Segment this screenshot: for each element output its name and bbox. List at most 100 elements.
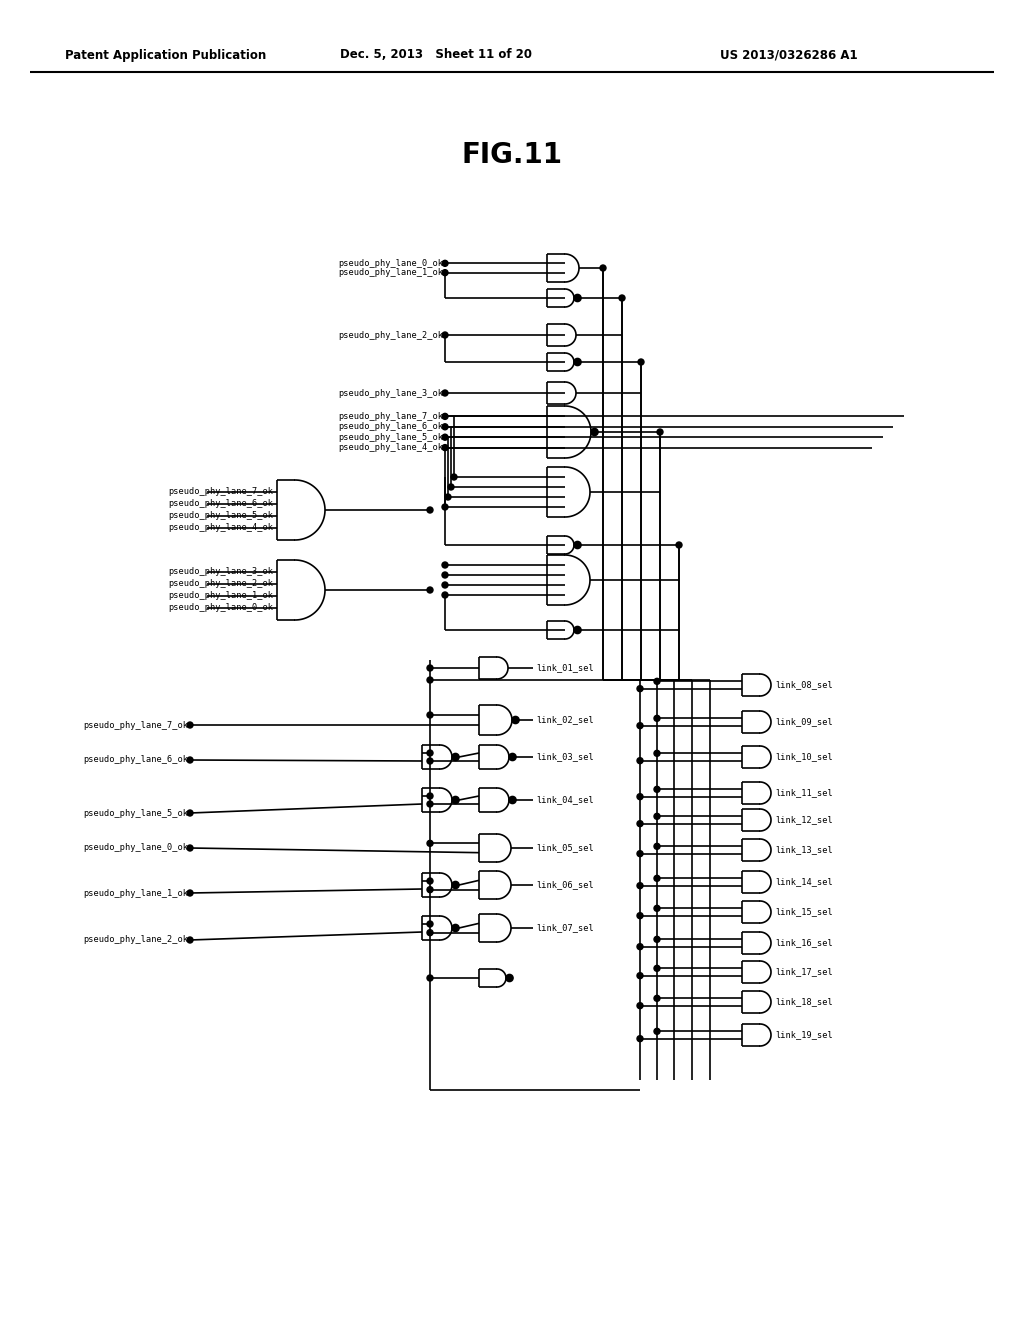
Circle shape bbox=[427, 801, 433, 807]
Circle shape bbox=[427, 921, 433, 927]
Circle shape bbox=[574, 294, 581, 301]
Circle shape bbox=[654, 843, 660, 849]
Circle shape bbox=[442, 591, 449, 598]
Circle shape bbox=[442, 269, 449, 276]
Circle shape bbox=[445, 494, 451, 500]
Text: link_04_sel: link_04_sel bbox=[536, 796, 594, 804]
Text: Dec. 5, 2013   Sheet 11 of 20: Dec. 5, 2013 Sheet 11 of 20 bbox=[340, 49, 532, 62]
Text: pseudo_phy_lane_2_ok: pseudo_phy_lane_2_ok bbox=[168, 579, 273, 589]
Circle shape bbox=[442, 413, 449, 420]
Circle shape bbox=[574, 359, 581, 366]
Circle shape bbox=[442, 504, 449, 510]
Circle shape bbox=[654, 875, 660, 882]
Circle shape bbox=[574, 541, 581, 549]
Circle shape bbox=[427, 841, 433, 846]
Text: pseudo_phy_lane_1_ok: pseudo_phy_lane_1_ok bbox=[83, 888, 188, 898]
Circle shape bbox=[654, 813, 660, 820]
Circle shape bbox=[637, 850, 643, 857]
Circle shape bbox=[676, 543, 682, 548]
Text: pseudo_phy_lane_6_ok: pseudo_phy_lane_6_ok bbox=[83, 755, 188, 764]
Circle shape bbox=[654, 787, 660, 792]
Text: link_06_sel: link_06_sel bbox=[536, 880, 594, 890]
Circle shape bbox=[427, 878, 433, 884]
Circle shape bbox=[427, 793, 433, 799]
Circle shape bbox=[427, 665, 433, 671]
Text: link_14_sel: link_14_sel bbox=[775, 878, 833, 887]
Circle shape bbox=[574, 627, 581, 634]
Circle shape bbox=[654, 965, 660, 972]
Text: pseudo_phy_lane_1_ok: pseudo_phy_lane_1_ok bbox=[168, 591, 273, 601]
Circle shape bbox=[452, 796, 459, 804]
Circle shape bbox=[187, 890, 193, 896]
Text: link_12_sel: link_12_sel bbox=[775, 816, 833, 825]
Circle shape bbox=[654, 678, 660, 684]
Text: link_05_sel: link_05_sel bbox=[536, 843, 594, 853]
Text: pseudo_phy_lane_2_ok: pseudo_phy_lane_2_ok bbox=[338, 330, 443, 339]
Text: FIG.11: FIG.11 bbox=[462, 141, 562, 169]
Circle shape bbox=[427, 758, 433, 764]
Text: link_03_sel: link_03_sel bbox=[536, 752, 594, 762]
Text: pseudo_phy_lane_6_ok: pseudo_phy_lane_6_ok bbox=[338, 422, 443, 432]
Circle shape bbox=[637, 883, 643, 888]
Circle shape bbox=[638, 359, 644, 366]
Circle shape bbox=[637, 1003, 643, 1008]
Circle shape bbox=[451, 474, 457, 480]
Text: link_02_sel: link_02_sel bbox=[536, 715, 594, 725]
Text: pseudo_phy_lane_2_ok: pseudo_phy_lane_2_ok bbox=[83, 936, 188, 945]
Circle shape bbox=[654, 750, 660, 756]
Circle shape bbox=[449, 484, 454, 490]
Text: pseudo_phy_lane_7_ok: pseudo_phy_lane_7_ok bbox=[338, 412, 443, 421]
Text: link_19_sel: link_19_sel bbox=[775, 1031, 833, 1040]
Circle shape bbox=[654, 906, 660, 911]
Circle shape bbox=[512, 717, 519, 723]
Circle shape bbox=[654, 995, 660, 1002]
Circle shape bbox=[442, 424, 449, 430]
Text: Patent Application Publication: Patent Application Publication bbox=[65, 49, 266, 62]
Circle shape bbox=[506, 974, 513, 982]
Circle shape bbox=[637, 793, 643, 800]
Circle shape bbox=[187, 756, 193, 763]
Circle shape bbox=[654, 715, 660, 721]
Circle shape bbox=[427, 887, 433, 892]
Circle shape bbox=[427, 929, 433, 936]
Text: US 2013/0326286 A1: US 2013/0326286 A1 bbox=[720, 49, 858, 62]
Circle shape bbox=[187, 845, 193, 851]
Text: link_01_sel: link_01_sel bbox=[536, 664, 594, 672]
Text: pseudo_phy_lane_0_ok: pseudo_phy_lane_0_ok bbox=[338, 259, 443, 268]
Text: pseudo_phy_lane_3_ok: pseudo_phy_lane_3_ok bbox=[338, 388, 443, 397]
Circle shape bbox=[442, 434, 449, 440]
Circle shape bbox=[509, 754, 516, 760]
Circle shape bbox=[637, 912, 643, 919]
Circle shape bbox=[442, 260, 449, 267]
Circle shape bbox=[452, 882, 459, 888]
Circle shape bbox=[427, 750, 433, 756]
Circle shape bbox=[427, 587, 433, 593]
Circle shape bbox=[452, 754, 459, 760]
Circle shape bbox=[600, 265, 606, 271]
Circle shape bbox=[654, 936, 660, 942]
Circle shape bbox=[654, 1028, 660, 1035]
Circle shape bbox=[442, 389, 449, 396]
Text: pseudo_phy_lane_6_ok: pseudo_phy_lane_6_ok bbox=[168, 499, 273, 508]
Text: link_07_sel: link_07_sel bbox=[536, 924, 594, 932]
Circle shape bbox=[427, 507, 433, 513]
Circle shape bbox=[442, 582, 449, 587]
Circle shape bbox=[427, 975, 433, 981]
Circle shape bbox=[427, 677, 433, 682]
Circle shape bbox=[637, 758, 643, 764]
Circle shape bbox=[637, 944, 643, 949]
Text: pseudo_phy_lane_5_ok: pseudo_phy_lane_5_ok bbox=[83, 808, 188, 817]
Circle shape bbox=[618, 294, 625, 301]
Circle shape bbox=[452, 924, 459, 932]
Circle shape bbox=[637, 722, 643, 729]
Text: link_09_sel: link_09_sel bbox=[775, 718, 833, 726]
Circle shape bbox=[637, 1036, 643, 1041]
Text: pseudo_phy_lane_3_ok: pseudo_phy_lane_3_ok bbox=[168, 568, 273, 577]
Circle shape bbox=[509, 796, 516, 804]
Text: link_08_sel: link_08_sel bbox=[775, 681, 833, 689]
Text: pseudo_phy_lane_5_ok: pseudo_phy_lane_5_ok bbox=[338, 433, 443, 442]
Text: link_11_sel: link_11_sel bbox=[775, 788, 833, 797]
Text: pseudo_phy_lane_1_ok: pseudo_phy_lane_1_ok bbox=[338, 268, 443, 277]
Circle shape bbox=[427, 711, 433, 718]
Circle shape bbox=[187, 810, 193, 816]
